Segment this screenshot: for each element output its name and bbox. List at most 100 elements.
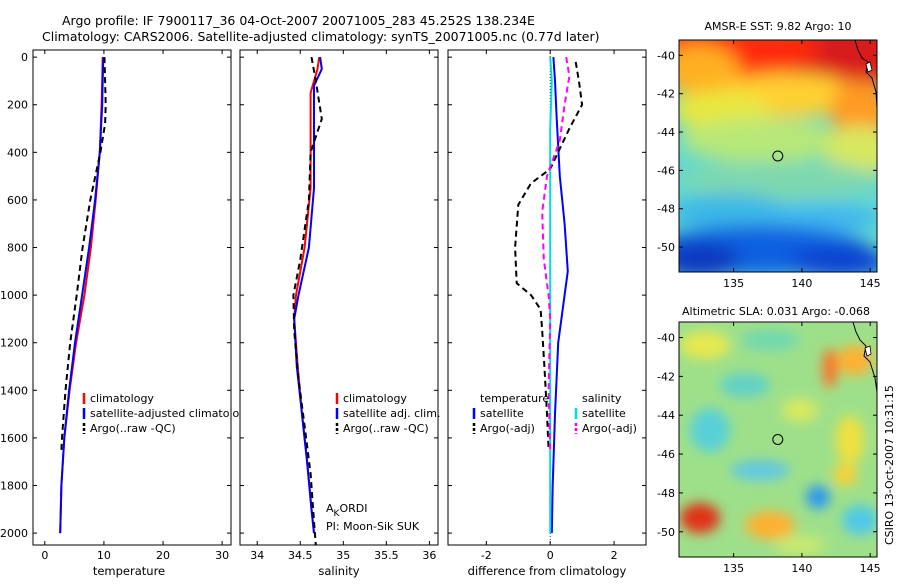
legend-label: climatology [343,392,407,405]
difference-x-ticks: -2 0 2 [448,50,646,562]
legend-label: satellite adj. clim. [343,407,440,420]
series-line-temperature-argo-adj- [514,61,584,450]
sst-map-panel: AMSR-E SST: 9.82 Argo: 10 [657,20,881,290]
kordi-label-a: A [326,502,334,515]
x-tick-label: 30 [215,549,229,562]
legend-label: Argo(-adj) [582,422,637,435]
depth-tick-label: 1000 [0,289,28,302]
argo-location-marker [772,150,784,162]
depth-tick-label: 800 [7,242,28,255]
sla-coastline [852,322,877,393]
map-y-tick-label: -44 [657,409,675,422]
series-line-satellite-adj-clim- [293,56,323,534]
salinity-legend: climatology satellite adj. clim. Argo(..ra… [335,392,440,435]
legend-label: satellite [480,407,524,420]
depth-tick-label: 1400 [0,384,28,397]
map-y-tick-label: -48 [657,487,675,500]
difference-lines [514,56,584,534]
map-y-tick-label: -42 [657,370,675,383]
sla-map-panel: Altimetric SLA: 0.031 Argo: -0.068 [657,305,881,575]
x-tick-label: 34.5 [288,549,313,562]
depth-axis: 0 200 400 600 800 1000 1200 1400 1600 1800 2000 [0,51,28,540]
temperature-axes-box [32,49,232,546]
kordi-label-k: K [334,509,341,519]
kordi-label-rest: ORDI [339,502,367,515]
temperature-legend: climatology satellite-adjusted climatolog… [82,392,253,435]
x-tick-label: 0 [547,549,554,562]
series-line-satellite-adjusted-climatology [59,57,105,534]
x-tick-label: 2 [611,549,618,562]
x-tick-label: 0 [41,549,48,562]
series-line-temperature-satellite [550,57,569,534]
sla-island [864,345,872,357]
map-x-tick-label: 145 [860,562,881,575]
x-tick-label: 20 [156,549,170,562]
temperature-panel: 0 10 20 30 temperature climatology satellite… [32,49,253,578]
argo-location-marker [772,434,784,445]
side-timestamp-label: CSIRO 13-Oct-2007 10:31:15 [883,385,896,545]
salinity-axes-box [239,49,439,546]
sst-heatmap [679,40,877,272]
depth-tick-label: 1200 [0,337,28,350]
pi-label: PI: Moon-Sik SUK [326,520,420,533]
map-x-tick-label: 140 [791,562,812,575]
sla-map-ticks: 135 140 145 -40 -42 -44 -46 -48 -50 [657,322,881,575]
sla-map-title: Altimetric SLA: 0.031 Argo: -0.068 [682,305,870,318]
map-y-tick-label: -50 [657,526,675,539]
depth-tick-label: 600 [7,194,28,207]
map-x-tick-label: 135 [723,277,744,290]
x-tick-label: 36 [422,549,436,562]
legend-group-title: temperature [480,392,549,405]
figure-title-line1: Argo profile: IF 7900117_36 04-Oct-2007 … [62,13,535,28]
depth-tick-label: 1600 [0,432,28,445]
difference-legend: temperature salinity satellite Argo(-adj) sa… [472,392,637,435]
legend-label: satellite-adjusted climatology [90,407,253,420]
temperature-xlabel: temperature [93,564,165,578]
depth-tick-label: 400 [7,146,28,159]
legend-label: Argo(-adj) [480,422,535,435]
map-y-tick-label: -48 [657,203,675,216]
map-x-tick-label: 135 [723,562,744,575]
series-line-argo-raw-qc- [292,56,323,545]
difference-axes-box [447,49,647,546]
map-x-tick-label: 145 [860,277,881,290]
temperature-x-ticks: 0 10 20 30 [33,50,231,562]
x-tick-label: 10 [97,549,111,562]
sst-map-frame [678,39,878,273]
map-y-tick-label: -40 [657,49,675,62]
legend-label: Argo(..raw -QC) [343,422,429,435]
x-tick-label: -2 [481,549,492,562]
map-y-tick-label: -50 [657,241,675,254]
series-line-argo-raw-qc- [60,57,107,450]
map-y-tick-label: -42 [657,88,675,101]
kordi-label: AKORDI [326,502,367,519]
depth-tick-label: 0 [21,51,28,64]
salinity-xlabel: salinity [318,564,359,578]
depth-tick-label: 200 [7,99,28,112]
map-y-tick-label: -40 [657,332,675,345]
map-y-tick-label: -46 [657,164,675,177]
temperature-lines [59,57,107,534]
sst-map-ticks: 135 140 145 -40 -42 -44 -46 -48 -50 [657,40,881,290]
salinity-x-ticks: 34 34.5 35 35.5 36 [240,50,438,562]
salinity-lines [292,56,323,545]
map-y-tick-label: -46 [657,448,675,461]
x-tick-label: 35.5 [374,549,399,562]
depth-tick-label: 2000 [0,527,28,540]
sst-map-title: AMSR-E SST: 9.82 Argo: 10 [704,20,851,33]
sla-heatmap [679,322,877,557]
sst-island [865,61,873,73]
map-x-tick-label: 140 [791,277,812,290]
x-tick-label: 34 [250,549,264,562]
map-y-tick-label: -44 [657,126,675,139]
sla-map-frame [678,321,878,558]
figure-title-line2: Climatology: CARS2006. Satellite-adjuste… [42,29,599,44]
legend-group-title: salinity [582,392,622,405]
difference-panel: -2 0 2 difference from climatology tempera… [447,49,647,578]
depth-tick-label: 1800 [0,480,28,493]
salinity-panel: 34 34.5 35 35.5 36 salinity climatology satel… [239,49,440,578]
legend-label: Argo(..raw -QC) [90,422,176,435]
x-tick-label: 35 [336,549,350,562]
legend-label: climatology [90,392,154,405]
